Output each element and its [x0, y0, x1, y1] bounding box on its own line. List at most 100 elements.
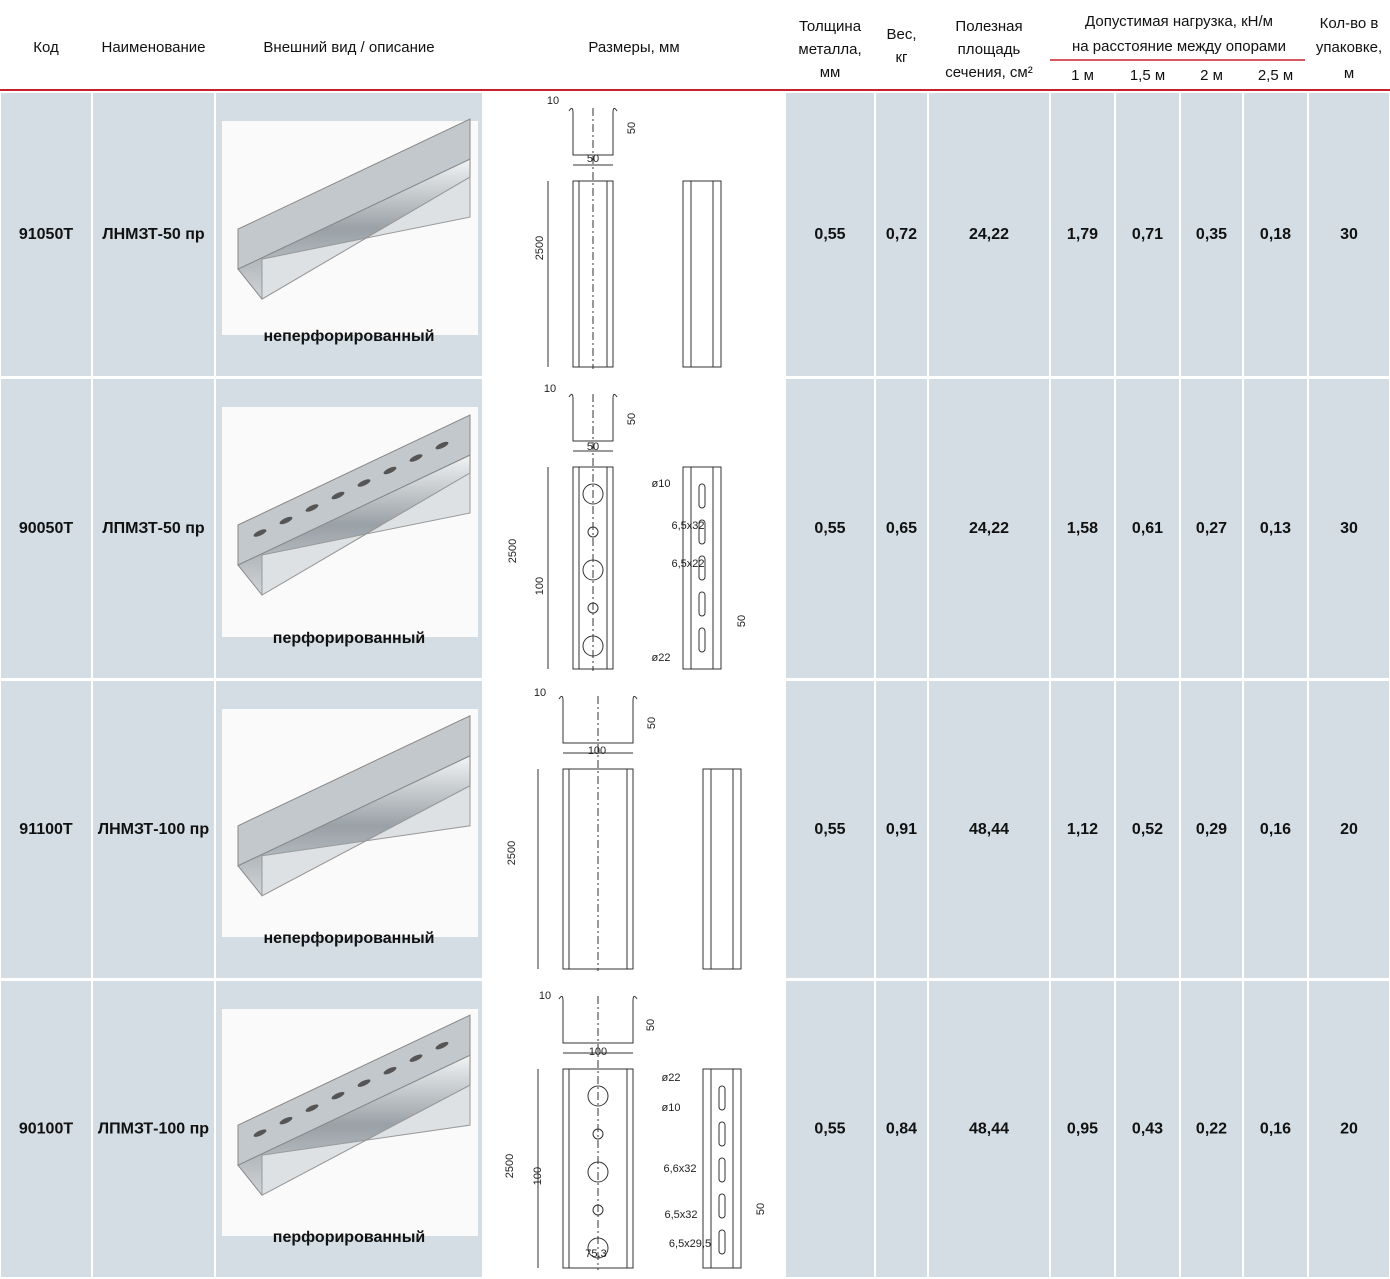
thickness: 0,55	[814, 226, 845, 243]
area: 24,22	[969, 520, 1009, 537]
load: 0,22	[1196, 1121, 1227, 1138]
drawing-label: ø22	[652, 652, 671, 664]
drawing-label: 75,3	[585, 1248, 606, 1260]
cell	[1181, 981, 1242, 1277]
drawing-label: 2500	[506, 841, 518, 865]
area: 24,22	[969, 226, 1009, 243]
pack: 30	[1340, 226, 1358, 243]
cell	[1309, 681, 1389, 978]
cell	[1, 681, 91, 978]
tray-wall	[261, 472, 471, 596]
perforation	[279, 1116, 293, 1125]
header-cell: площадь	[958, 41, 1021, 58]
perforation	[357, 479, 371, 487]
load: 0,29	[1196, 821, 1227, 838]
drawing	[537, 995, 742, 1270]
perforation	[331, 1091, 345, 1100]
cell	[1181, 93, 1242, 376]
weight: 0,91	[886, 821, 917, 838]
profile	[558, 995, 638, 1044]
cell	[876, 681, 927, 978]
profile	[568, 393, 618, 442]
drawing-label: 50	[755, 1203, 767, 1215]
header-cell: 2,5 м	[1258, 67, 1293, 84]
header-cell: Полезная	[955, 18, 1022, 35]
header-cell: Код	[33, 39, 59, 56]
slot	[698, 555, 706, 581]
cell	[1244, 379, 1307, 678]
cell	[1051, 93, 1114, 376]
cell	[1116, 681, 1179, 978]
cell	[484, 681, 784, 978]
drawing-label: 10	[539, 990, 551, 1002]
load: 0,18	[1260, 226, 1291, 243]
load: 1,12	[1067, 821, 1098, 838]
tray-wall	[261, 784, 471, 897]
drawing-label: 50	[587, 441, 599, 453]
cell	[1181, 379, 1242, 678]
drawing-label: 6,6x32	[663, 1163, 696, 1175]
cell	[1051, 379, 1114, 678]
drawing-label: 6,5x29,5	[669, 1238, 711, 1250]
drawing-label: 10	[534, 687, 546, 699]
front-view	[562, 768, 634, 970]
hole	[592, 1128, 604, 1140]
profile	[568, 107, 618, 156]
drawing-label: 10	[547, 95, 559, 107]
drawing-label: 50	[736, 615, 748, 627]
load: 0,16	[1260, 1121, 1291, 1138]
tray-photo	[222, 709, 478, 937]
header-cell: мм	[820, 64, 841, 81]
weight: 0,65	[886, 520, 917, 537]
hole	[582, 559, 604, 581]
header-cell: Наименование	[102, 39, 206, 56]
area: 48,44	[969, 1121, 1009, 1138]
drawing	[547, 107, 722, 369]
description: неперфорированный	[264, 930, 435, 947]
header-cell: Внешний вид / описание	[263, 39, 434, 56]
drawing-label: ø10	[662, 1102, 681, 1114]
name: ЛНМЗТ-100 пр	[98, 821, 209, 838]
perforation	[331, 491, 345, 500]
thickness: 0,55	[814, 520, 845, 537]
header-cell: Толщина	[799, 18, 862, 35]
slot	[718, 1085, 726, 1111]
cell	[1116, 981, 1179, 1277]
slot	[718, 1121, 726, 1147]
tray-photo	[222, 118, 478, 335]
cell	[1116, 93, 1179, 376]
thickness: 0,55	[814, 1121, 845, 1138]
drawing-label: 100	[589, 1046, 607, 1058]
cell	[786, 681, 874, 978]
description: перфорированный	[273, 630, 425, 647]
side-view	[702, 768, 742, 970]
cell	[93, 981, 214, 1277]
cell	[929, 379, 1049, 678]
name: ЛНМЗТ-50 пр	[102, 226, 205, 243]
cell	[1244, 681, 1307, 978]
cell	[1, 379, 91, 678]
drawing-label: 50	[626, 122, 638, 134]
front-view	[572, 466, 614, 670]
front-view	[572, 180, 614, 368]
header-cell: Кол-во в	[1320, 15, 1379, 32]
drawing-label: 50	[626, 413, 638, 425]
cell	[876, 981, 927, 1277]
drawing-label: 50	[645, 1019, 657, 1031]
hole	[587, 1161, 609, 1183]
slot	[698, 519, 706, 545]
tray-photo	[222, 407, 478, 637]
header-cell: Допустимая нагрузка, кН/м	[1085, 13, 1273, 30]
slot	[718, 1229, 726, 1255]
cell	[786, 379, 874, 678]
name: ЛПМЗТ-50 пр	[102, 520, 204, 537]
hole	[582, 483, 604, 505]
cell	[1309, 93, 1389, 376]
cell	[1181, 681, 1242, 978]
side-view	[682, 180, 722, 368]
header-cell: кг	[895, 49, 908, 66]
front-view	[562, 1068, 634, 1269]
drawing-label: 6,5x32	[671, 520, 704, 532]
cell	[876, 93, 927, 376]
drawing-label: ø22	[662, 1072, 681, 1084]
